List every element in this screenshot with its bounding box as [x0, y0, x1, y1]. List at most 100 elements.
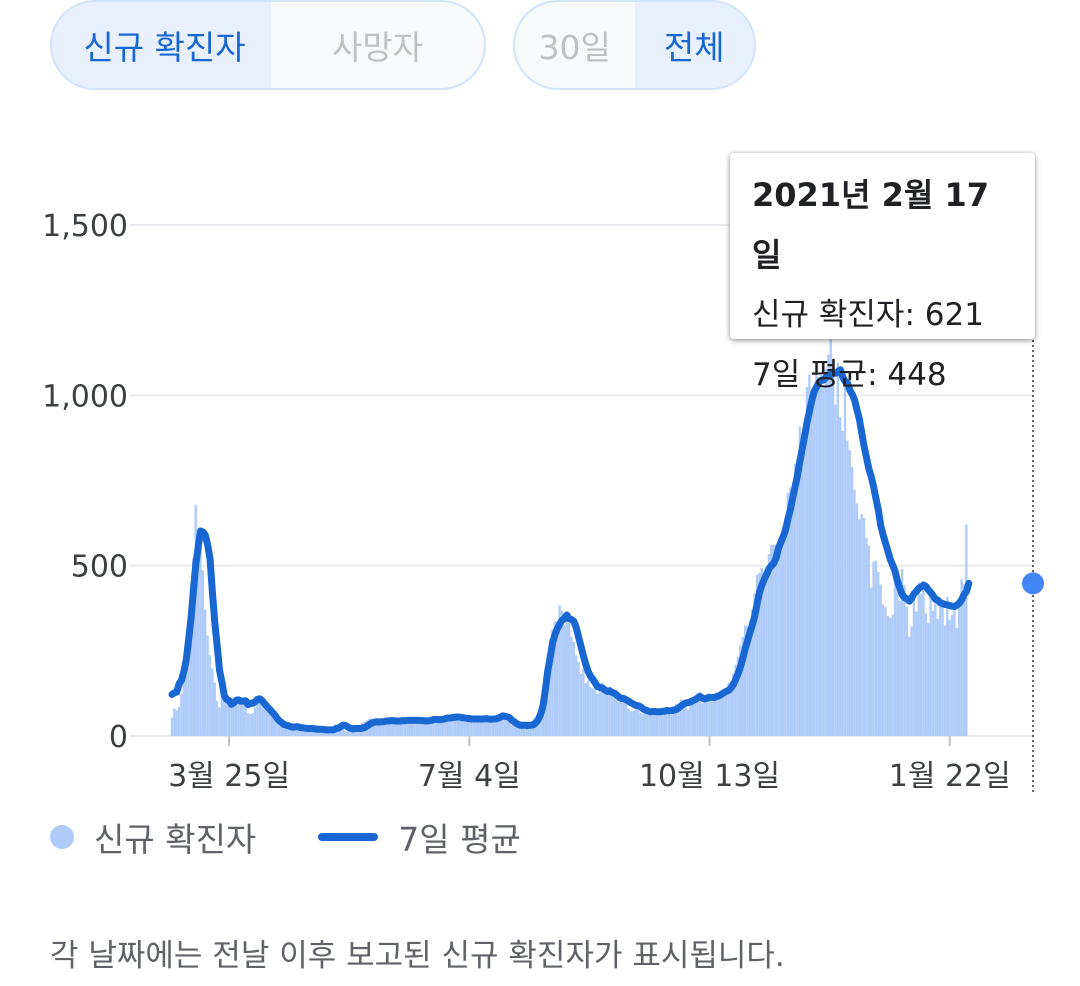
case-bar: [610, 695, 614, 736]
case-bar: [204, 609, 207, 736]
case-bar: [437, 720, 440, 736]
case-bar: [277, 722, 281, 736]
case-bar: [196, 534, 200, 736]
case-bar: [268, 710, 271, 736]
highlight-point: [1022, 572, 1044, 595]
case-bar: [946, 597, 949, 736]
case-bar: [434, 716, 438, 736]
case-bar: [922, 589, 925, 736]
tooltip-date: 2021년 2월 17일: [752, 176, 990, 274]
case-bar: [180, 693, 183, 736]
case-bar: [869, 587, 873, 736]
case-bar: [527, 724, 530, 736]
case-bar: [732, 673, 735, 736]
case-bar: [508, 721, 511, 736]
cases-chart[interactable]: 0 500 1,000 1,500 3월 25일 7월 4일 10월 13일 1월 22일: [0, 120, 1080, 800]
case-bar: [403, 720, 407, 736]
range-option-30-days[interactable]: 30일: [538, 28, 611, 67]
case-bar: [786, 492, 790, 736]
case-bar: [223, 699, 226, 736]
case-bar: [789, 487, 792, 736]
case-bar: [658, 711, 661, 736]
case-bar: [736, 656, 740, 736]
case-bar: [660, 712, 664, 736]
case-bar: [339, 725, 342, 736]
case-bar: [586, 680, 590, 736]
case-bar: [803, 439, 806, 736]
case-bar: [451, 716, 454, 736]
case-bar: [919, 593, 923, 736]
case-bar: [299, 727, 302, 736]
chart-tooltip: 2021년 2월 17일 신규 확진자: 621 7일 평균: 448: [730, 153, 1035, 393]
case-bar: [420, 719, 423, 736]
case-bar: [346, 728, 350, 736]
tooltip-seven-day-average: 7일 평균: 448: [752, 357, 947, 393]
case-bar: [187, 640, 190, 736]
case-bar: [389, 718, 392, 736]
case-bar: [777, 557, 780, 736]
case-bar: [211, 668, 214, 736]
case-bar: [646, 714, 649, 736]
case-bar: [296, 727, 300, 736]
case-bar: [679, 699, 683, 736]
case-bar: [199, 548, 202, 736]
case-bar: [422, 719, 426, 736]
case-bar: [698, 691, 702, 736]
case-bar: [912, 593, 916, 736]
case-bar: [889, 617, 892, 736]
y-tick-label: 0: [109, 720, 128, 755]
case-bar: [468, 714, 471, 736]
case-bar: [575, 655, 578, 736]
case-bar: [258, 701, 262, 736]
case-bar: [529, 725, 533, 736]
case-bar: [691, 700, 694, 736]
case-bar: [413, 721, 416, 736]
case-bar: [877, 571, 880, 736]
x-tick-label: 1월 22일: [889, 759, 1011, 794]
case-bar: [308, 729, 312, 736]
case-bar: [170, 717, 174, 736]
case-bar: [663, 711, 666, 736]
case-bar: [218, 707, 221, 736]
range-option-all[interactable]: 전체: [634, 2, 754, 88]
case-bar: [387, 718, 390, 736]
case-bar: [693, 700, 697, 736]
case-bar: [517, 724, 521, 736]
case-bar: [237, 699, 240, 736]
case-bar: [349, 729, 352, 736]
case-bar: [808, 374, 811, 736]
case-bar: [720, 690, 723, 736]
case-bar: [962, 584, 966, 736]
case-bar: [439, 720, 442, 736]
metric-option-deaths[interactable]: 사망자: [331, 28, 424, 67]
case-bar: [686, 710, 690, 736]
case-bar: [265, 705, 269, 736]
case-bar: [215, 700, 219, 736]
case-bar: [463, 715, 466, 736]
case-bar: [477, 719, 480, 736]
case-bar: [356, 728, 359, 736]
case-bar: [341, 726, 345, 736]
case-bar: [320, 730, 323, 736]
case-bar: [582, 668, 585, 736]
case-bar: [886, 616, 889, 736]
case-bar: [570, 636, 573, 736]
case-bar: [705, 693, 709, 736]
case-bar: [765, 576, 768, 736]
case-bar: [727, 682, 730, 736]
case-bar: [617, 702, 621, 736]
case-bar: [762, 576, 766, 736]
case-bar: [853, 489, 856, 736]
x-tick-label: 10월 13일: [639, 759, 780, 794]
case-bar: [810, 390, 813, 736]
case-bar: [282, 723, 285, 736]
case-bar: [846, 440, 849, 736]
metric-option-new-cases[interactable]: 신규 확진자: [52, 2, 271, 88]
case-bar: [410, 718, 414, 736]
case-bar: [865, 537, 868, 736]
case-bar: [303, 729, 307, 736]
case-bar: [827, 354, 830, 736]
case-bar: [556, 621, 559, 736]
case-bar: [465, 716, 468, 736]
chart-legend: 신규 확진자 7일 평균: [50, 812, 521, 862]
